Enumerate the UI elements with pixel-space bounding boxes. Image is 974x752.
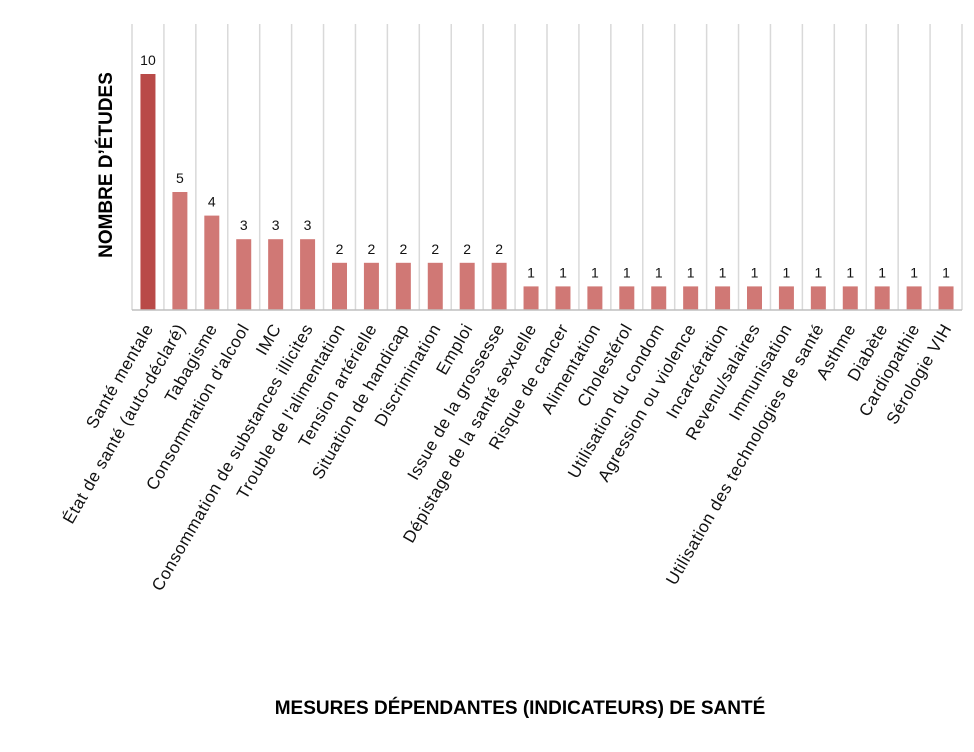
data-label: 3 xyxy=(240,217,248,233)
data-label: 1 xyxy=(527,264,535,280)
data-label: 1 xyxy=(751,264,759,280)
data-label: 4 xyxy=(208,194,216,210)
bar xyxy=(810,286,826,310)
bar xyxy=(300,239,316,310)
data-label: 10 xyxy=(140,52,156,68)
data-label: 2 xyxy=(336,241,344,257)
bar xyxy=(204,215,220,310)
data-label: 1 xyxy=(655,264,663,280)
data-label: 1 xyxy=(942,264,950,280)
bar xyxy=(268,239,284,310)
bar xyxy=(172,192,188,310)
bar xyxy=(395,262,411,310)
data-label: 1 xyxy=(591,264,599,280)
data-label: 5 xyxy=(176,170,184,186)
bar xyxy=(906,286,922,310)
bar xyxy=(715,286,731,310)
bar xyxy=(938,286,954,310)
data-label: 1 xyxy=(846,264,854,280)
data-label: 1 xyxy=(623,264,631,280)
bar xyxy=(683,286,699,310)
data-label: 1 xyxy=(878,264,886,280)
bar xyxy=(332,262,347,310)
bar xyxy=(427,262,443,310)
x-axis-title: MESURES DÉPENDANTES (INDICATEURS) DE SAN… xyxy=(275,697,766,719)
bar xyxy=(555,286,571,310)
data-label: 1 xyxy=(783,264,791,280)
data-label: 1 xyxy=(559,264,567,280)
data-label: 2 xyxy=(368,241,376,257)
bar xyxy=(842,286,858,310)
data-label: 3 xyxy=(272,217,280,233)
data-label: 1 xyxy=(910,264,918,280)
bar xyxy=(459,262,475,310)
data-labels: 10 5 4 3 3 3 2 2 2 2 2 2 1 1 1 1 1 1 1 1 1 1 1 1 1 1 xyxy=(140,52,950,280)
data-label: 2 xyxy=(399,241,407,257)
data-label: 2 xyxy=(495,241,503,257)
bars xyxy=(140,74,954,310)
data-label: 1 xyxy=(814,264,822,280)
bar xyxy=(491,262,507,310)
bar xyxy=(874,286,890,310)
bar xyxy=(778,286,794,310)
data-label: 1 xyxy=(687,264,695,280)
bar xyxy=(523,286,539,310)
data-label: 1 xyxy=(719,264,727,280)
bar xyxy=(587,286,603,310)
bar xyxy=(747,286,762,310)
y-axis-title: NOMBRE D’ÉTUDES xyxy=(95,72,117,258)
bar xyxy=(363,262,379,310)
bar xyxy=(651,286,667,310)
bar xyxy=(236,239,252,310)
bar xyxy=(619,286,635,310)
x-tick-label: IMC xyxy=(252,321,285,359)
data-label: 3 xyxy=(304,217,312,233)
data-label: 2 xyxy=(463,241,471,257)
gridlines xyxy=(131,24,963,310)
bar xyxy=(140,74,156,310)
data-label: 2 xyxy=(431,241,439,257)
